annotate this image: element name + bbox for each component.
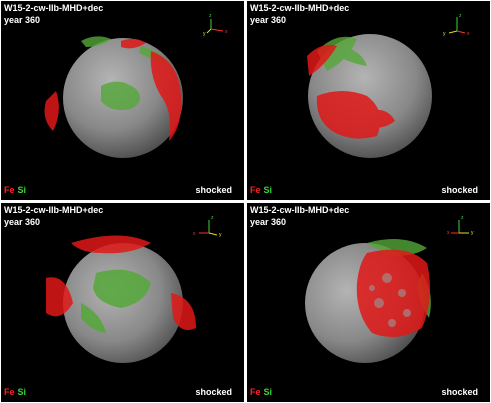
panel-4: W15-2-cw-IIb-MHD+dec year 360 z x y Fe Si… — [247, 203, 490, 402]
axis-label-y: y — [219, 232, 222, 238]
axis-triad: z y x — [443, 13, 483, 43]
remnant-render — [307, 34, 432, 158]
panel-1: W15-2-cw-IIb-MHD+dec year 360 z y x Fe Si… — [1, 1, 244, 200]
axis-label-z: z — [209, 13, 212, 19]
remnant-render — [46, 235, 196, 363]
axis-triad: z y x — [199, 13, 239, 43]
axis-label-y: y — [471, 230, 474, 236]
legend-fe: Fe — [4, 185, 15, 195]
panel-2: W15-2-cw-IIb-MHD+dec year 360 z y x Fe Si… — [247, 1, 490, 200]
si-ejecta — [81, 269, 151, 333]
axis-label-x: x — [225, 29, 228, 35]
run-title: W15-2-cw-IIb-MHD+dec — [250, 3, 350, 13]
legend-fe: Fe — [4, 387, 15, 397]
legend-fe: Fe — [250, 185, 261, 195]
axis-label-y: y — [443, 31, 446, 37]
element-legend: Fe Si — [4, 387, 26, 398]
axis-label-x: x — [193, 231, 196, 237]
axis-label-z: z — [461, 215, 464, 221]
legend-fe: Fe — [250, 387, 261, 397]
fe-ejecta — [44, 38, 182, 141]
axis-label-x: x — [467, 31, 470, 37]
axis-triad: z x y — [447, 215, 487, 245]
axis-label-x: x — [447, 230, 450, 236]
legend-si: Si — [263, 185, 273, 195]
legend-si: Si — [17, 185, 27, 195]
epoch-label: year 360 — [250, 217, 287, 227]
element-legend: Fe Si — [250, 185, 272, 196]
fe-ejecta — [46, 235, 196, 331]
shocked-label: shocked — [441, 387, 478, 397]
run-title: W15-2-cw-IIb-MHD+dec — [250, 205, 350, 215]
fe-ejecta — [356, 249, 431, 337]
axis-label-z: z — [211, 215, 214, 221]
element-legend: Fe Si — [250, 387, 272, 398]
run-title: W15-2-cw-IIb-MHD+dec — [4, 205, 104, 215]
panel-3: W15-2-cw-IIb-MHD+dec year 360 z x y Fe Si… — [1, 203, 244, 402]
run-title: W15-2-cw-IIb-MHD+dec — [4, 3, 104, 13]
fe-voids — [369, 273, 411, 327]
shocked-label: shocked — [441, 185, 478, 195]
axis-label-z: z — [459, 13, 462, 19]
legend-si: Si — [263, 387, 273, 397]
element-legend: Fe Si — [4, 185, 26, 196]
epoch-label: year 360 — [4, 217, 41, 227]
epoch-label: year 360 — [250, 15, 287, 25]
legend-si: Si — [17, 387, 27, 397]
axis-label-y: y — [203, 31, 206, 37]
shocked-label: shocked — [195, 185, 232, 195]
remnant-render — [44, 36, 183, 158]
fe-ejecta — [307, 44, 395, 139]
shocked-label: shocked — [195, 387, 232, 397]
epoch-label: year 360 — [4, 15, 41, 25]
remnant-render — [305, 239, 431, 363]
axis-triad: z x y — [191, 215, 231, 245]
